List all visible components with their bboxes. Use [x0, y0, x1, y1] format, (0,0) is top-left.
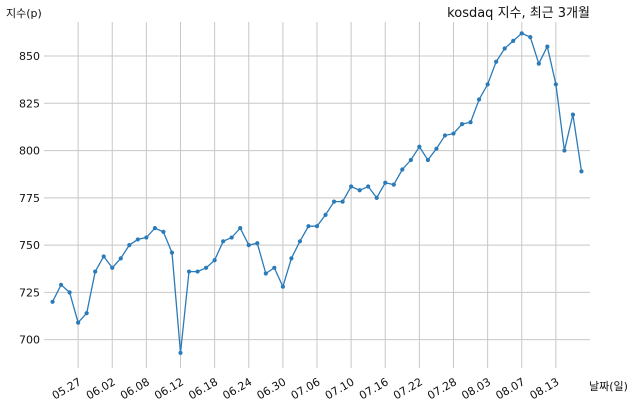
data-point: [417, 144, 422, 149]
y-tick-label: 850: [19, 50, 40, 63]
data-point: [494, 59, 499, 64]
data-point: [340, 199, 345, 204]
data-point: [186, 269, 192, 274]
data-point: [391, 182, 396, 187]
data-point: [246, 243, 251, 248]
data-point: [289, 256, 294, 261]
x-tick-label: 06.30: [255, 375, 289, 402]
data-point: [272, 265, 277, 270]
data-point: [238, 225, 243, 231]
data-point: [297, 239, 303, 244]
data-point: [280, 284, 285, 289]
data-point: [425, 157, 431, 163]
data-point: [579, 169, 584, 174]
x-tick-label: 08.13: [528, 375, 562, 402]
y-tick-labels: 700 725 750 775 800 825 850: [19, 50, 40, 347]
x-tick-label: 06.02: [84, 375, 118, 402]
data-point: [408, 157, 413, 163]
data-point: [212, 258, 217, 263]
data-point: [528, 35, 533, 40]
data-point: [553, 82, 558, 87]
data-point: [152, 225, 158, 231]
data-point: [502, 46, 507, 51]
x-tick-label: 06.18: [186, 375, 220, 402]
data-point: [110, 265, 115, 270]
data-point: [314, 224, 320, 229]
x-tick-label: 08.03: [459, 375, 493, 402]
x-tick-labels: 05.27 06.02 06.08 06.12 06.18 06.24 06.30 07.06…: [50, 375, 562, 402]
data-point: [451, 131, 456, 136]
data-point: [468, 120, 473, 125]
data-point: [229, 235, 234, 240]
y-tick-label: 825: [19, 97, 40, 110]
data-point: [349, 184, 354, 189]
x-axis-label: 날짜(일): [589, 379, 628, 393]
data-point: [135, 237, 140, 242]
data-point: [519, 31, 524, 36]
data-point: [536, 61, 541, 66]
data-point: [306, 224, 311, 229]
data-point: [161, 229, 166, 234]
x-tick-label: 06.12: [152, 375, 186, 402]
data-point: [400, 167, 405, 172]
x-tick-label: 07.28: [425, 375, 459, 402]
x-tick-label: 07.22: [391, 375, 425, 402]
y-tick-label: 775: [19, 192, 40, 205]
data-point: [323, 212, 328, 217]
data-point: [255, 241, 260, 246]
data-point: [485, 82, 490, 87]
data-point: [459, 121, 465, 127]
data-point: [195, 269, 200, 274]
data-point: [221, 239, 226, 244]
data-point: [84, 311, 89, 316]
data-point: [67, 290, 72, 295]
y-axis-label: 지수(p): [6, 7, 42, 20]
data-point: [93, 269, 98, 274]
data-point: [203, 265, 209, 270]
x-tick-label: 05.27: [50, 375, 84, 402]
data-points: [50, 31, 584, 355]
data-point: [570, 112, 576, 117]
data-point: [476, 97, 482, 102]
data-point: [366, 184, 371, 189]
data-point: [263, 271, 268, 276]
grid: [44, 22, 590, 368]
data-point: [178, 350, 183, 355]
data-point: [118, 256, 123, 261]
x-tick-label: 07.10: [323, 375, 357, 402]
data-point: [169, 250, 175, 255]
data-point: [58, 282, 64, 287]
data-point: [76, 320, 81, 325]
data-point: [434, 146, 439, 151]
data-point: [127, 243, 132, 248]
y-tick-label: 750: [19, 239, 40, 252]
data-point: [511, 38, 516, 44]
data-point: [144, 235, 149, 240]
data-point: [357, 188, 362, 193]
x-tick-label: 08.07: [493, 375, 527, 402]
x-tick-label: 07.06: [289, 375, 323, 402]
x-tick-label: 07.16: [357, 375, 391, 402]
chart-title: kosdaq 지수, 최근 3개월: [447, 6, 590, 21]
data-point: [442, 133, 448, 138]
data-point: [383, 180, 388, 185]
y-tick-label: 725: [19, 286, 40, 299]
data-point: [562, 148, 567, 153]
data-point: [331, 199, 337, 204]
y-tick-label: 800: [19, 145, 40, 158]
y-tick-label: 700: [19, 334, 40, 347]
data-point: [50, 299, 55, 304]
x-tick-label: 06.24: [220, 375, 254, 402]
data-point: [374, 195, 379, 200]
x-tick-label: 06.08: [118, 375, 152, 402]
data-point: [545, 44, 550, 49]
data-point: [101, 254, 106, 259]
